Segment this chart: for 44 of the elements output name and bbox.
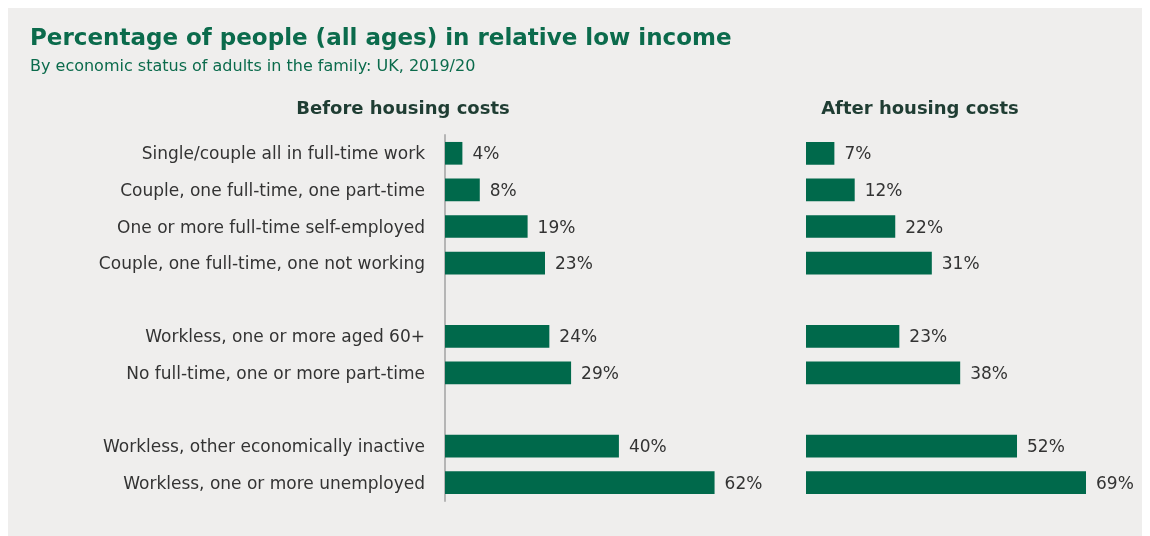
data-label: 23% <box>909 326 948 347</box>
bar <box>445 178 480 202</box>
y-tick-label: Workless, other economically inactive <box>103 436 425 457</box>
bar <box>806 361 961 385</box>
data-label: 38% <box>970 362 1008 383</box>
data-label: 4% <box>472 143 500 164</box>
y-tick-label: Couple, one full-time, one part-time <box>120 179 425 200</box>
y-tick-label: Workless, one or more aged 60+ <box>145 326 425 347</box>
bar <box>445 471 715 495</box>
data-label: 23% <box>555 253 593 274</box>
data-label: 22% <box>905 216 944 237</box>
bar <box>445 215 528 238</box>
y-tick-label: Workless, one or more unemployed <box>123 472 425 493</box>
data-label: 40% <box>628 436 667 457</box>
bar <box>445 361 572 385</box>
data-label: 29% <box>581 362 619 383</box>
data-label: 12% <box>864 179 903 200</box>
y-tick-label: Single/couple all in full-time work <box>141 143 426 164</box>
data-label: 24% <box>559 326 598 347</box>
y-tick-label: No full-time, one or more part-time <box>126 362 425 383</box>
y-tick-label: One or more full-time self-employed <box>117 216 425 237</box>
bar <box>806 434 1018 458</box>
bar <box>445 324 550 348</box>
text: By economic status of adults in the family: UK, 2019/20 <box>30 56 477 75</box>
bar <box>806 178 855 202</box>
bar <box>806 324 900 348</box>
y-tick-label: Couple, one full-time, one not working <box>98 253 425 274</box>
data-label: 7% <box>844 143 872 164</box>
bar <box>806 251 932 275</box>
data-label: 8% <box>489 179 517 200</box>
bar <box>806 215 896 238</box>
bar <box>445 434 619 458</box>
chart-title: After housing costs <box>821 96 1019 118</box>
chart-title: Before housing costs <box>296 96 510 118</box>
bar <box>806 471 1086 495</box>
bar <box>445 141 463 165</box>
data-label: 62% <box>724 472 763 493</box>
bar <box>806 141 835 165</box>
text: Percentage of people (all ages) in relative low income <box>30 24 733 50</box>
data-label: 69% <box>1096 472 1134 493</box>
data-label: 19% <box>537 216 576 237</box>
data-label: 52% <box>1027 436 1065 457</box>
bar <box>445 251 545 275</box>
data-label: 31% <box>941 253 980 274</box>
